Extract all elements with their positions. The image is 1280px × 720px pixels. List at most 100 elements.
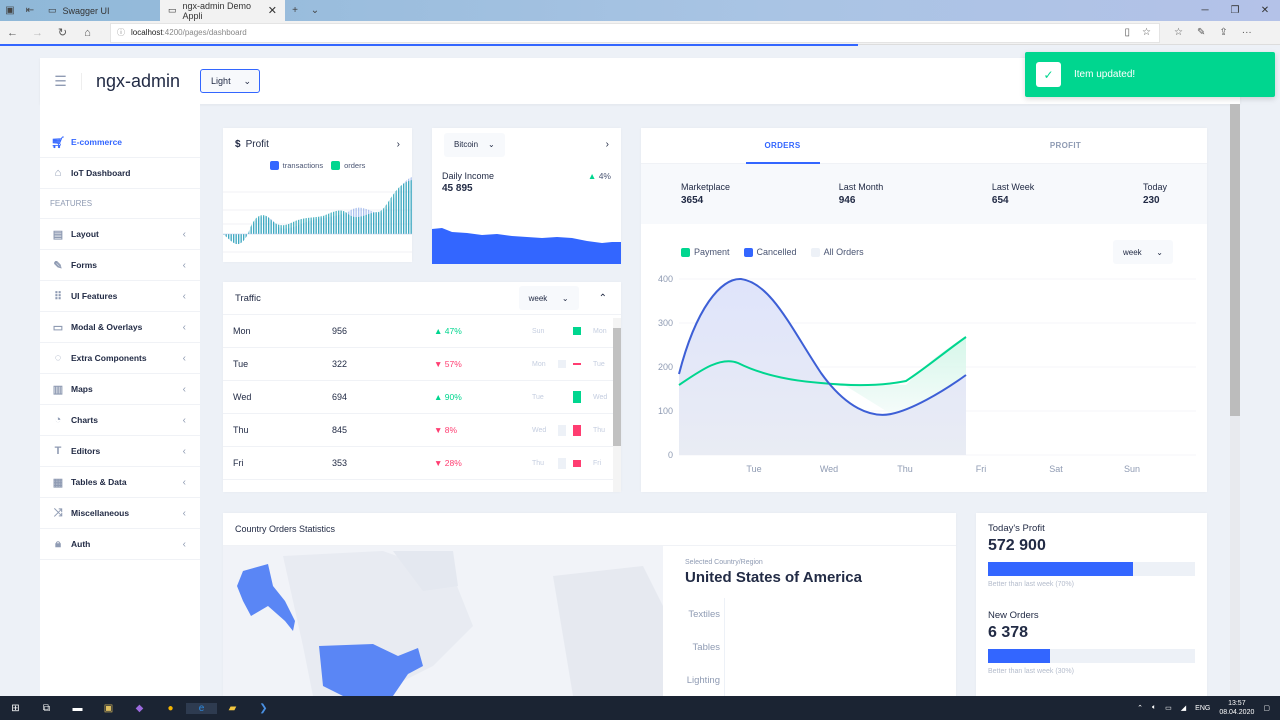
tab-ngx-admin[interactable]: ▭ ngx-admin Demo Appli ✕ <box>160 0 285 21</box>
tab-list-chevron-icon[interactable]: ⌄ <box>310 5 320 16</box>
sidebar-item-modal-overlays[interactable]: ▭ Modal & Overlays ‹ <box>40 312 200 343</box>
category-axis: Textiles Tables Lighting <box>663 598 725 697</box>
sidebar-group-features: FEATURES <box>40 189 200 219</box>
alaska-region <box>237 564 295 631</box>
traffic-period-select[interactable]: week ⌄ <box>518 286 579 310</box>
orders-legend: Payment Cancelled All Orders week ⌄ <box>641 224 1207 264</box>
edit-icon: ✎ <box>53 259 63 272</box>
sidebar-item-iot-dashboard[interactable]: ⌂ IoT Dashboard <box>40 158 200 189</box>
chevron-down-icon: ⌄ <box>488 140 495 149</box>
pen-icon[interactable]: ✎ <box>1196 27 1206 38</box>
show-hidden-icon[interactable]: ⌃ <box>1137 705 1143 712</box>
battery-icon[interactable]: ▭ <box>1165 705 1172 712</box>
sidebar-item-ui-features[interactable]: ⠿ UI Features ‹ <box>40 281 200 312</box>
chevron-down-icon: ⌄ <box>561 293 569 303</box>
restore-icon[interactable]: ❐ <box>1230 5 1240 16</box>
clock[interactable]: 13:57 08.04.2020 <box>1219 700 1255 716</box>
visual-studio-icon[interactable]: ◆ <box>135 702 144 714</box>
chevron-left-icon: ‹ <box>182 352 186 364</box>
legend-dot <box>681 247 690 257</box>
chevron-left-icon: ‹ <box>182 259 186 271</box>
sidebar-item-auth[interactable]: 🔒︎ Auth ‹ <box>40 529 200 560</box>
windows-start-icon[interactable]: ⊞ <box>11 702 20 714</box>
close-window-icon[interactable]: ✕ <box>1260 5 1270 16</box>
refresh-icon[interactable]: ↻ <box>57 27 68 39</box>
profit-card: $ Profit › transactions orders <box>223 128 412 262</box>
profit-bar-chart <box>223 177 412 253</box>
sidebar-item-charts[interactable]: ◔ Charts ‹ <box>40 405 200 436</box>
set-aside-tabs-icon[interactable]: ⇤ <box>25 5 35 16</box>
terminal-icon[interactable]: ▬ <box>72 702 83 714</box>
favorite-star-icon[interactable]: ☆ <box>1142 27 1151 38</box>
traffic-scrollbar[interactable] <box>613 318 621 492</box>
world-map[interactable] <box>223 546 663 703</box>
orders-period-select[interactable]: week ⌄ <box>1113 240 1173 264</box>
app-icon[interactable]: ▣ <box>103 702 114 714</box>
income-area-chart <box>432 228 621 264</box>
minimize-icon[interactable]: ─ <box>1201 5 1209 16</box>
reading-view-icon[interactable]: ▯ <box>1124 27 1131 38</box>
chevron-right-icon[interactable]: › <box>396 139 400 150</box>
edge-icon[interactable]: e <box>186 702 217 714</box>
sidebar-item-e-commerce[interactable]: 🛒︎ E-commerce <box>40 127 200 158</box>
powershell-icon[interactable]: ❯ <box>259 702 268 714</box>
theme-select[interactable]: Light ⌄ <box>200 69 261 93</box>
sidebar-item-miscellaneous[interactable]: ⤨ Miscellaneous ‹ <box>40 498 200 529</box>
chrome-icon[interactable]: ● <box>167 702 174 714</box>
chevron-left-icon: ‹ <box>182 290 186 302</box>
close-tab-icon[interactable]: ✕ <box>267 5 277 17</box>
tab-manager-icon[interactable]: ▣ <box>5 5 15 16</box>
task-view-icon[interactable]: ⧉ <box>42 702 51 714</box>
sidebar-item-forms[interactable]: ✎ Forms ‹ <box>40 250 200 281</box>
map-icon: ▥ <box>52 383 64 396</box>
svg-text:Sun: Sun <box>1124 464 1140 474</box>
chevron-right-icon[interactable]: › <box>605 139 609 150</box>
svg-text:200: 200 <box>658 362 673 372</box>
file-explorer-icon[interactable]: ▰ <box>228 702 237 714</box>
chevron-left-icon: ‹ <box>182 414 186 426</box>
pie-chart-icon: ◔ <box>54 414 62 426</box>
page-scrollbar[interactable] <box>1230 104 1240 696</box>
new-tab-icon[interactable]: + <box>292 5 298 16</box>
tab-swagger[interactable]: ▭ Swagger UI <box>48 5 110 16</box>
chevron-down-icon: ⌄ <box>1156 247 1163 257</box>
menu-toggle-icon[interactable]: ☰ <box>40 72 82 90</box>
svg-text:300: 300 <box>658 318 673 328</box>
stats-card: Today's Profit 572 900 Better than last … <box>976 513 1207 703</box>
svg-text:Tue: Tue <box>746 464 761 474</box>
wifi-icon[interactable]: ◢ <box>1180 705 1187 712</box>
tab-profit[interactable]: PROFIT <box>1049 141 1082 150</box>
sidebar-item-layout[interactable]: ▤ Layout ‹ <box>40 219 200 250</box>
dollar-icon: $ <box>235 139 241 150</box>
notifications-icon[interactable]: ▢ <box>1263 705 1270 712</box>
browser-tab-bar: ▣ ⇤ ▭ Swagger UI ▭ ngx-admin Demo Appli … <box>0 0 1280 21</box>
traffic-list: Mon 956 ▲ 47% Sun Mon Tue 322 ▼ 57% Mon Tu… <box>223 315 621 480</box>
more-icon[interactable]: ··· <box>1241 27 1252 38</box>
arrow-down-icon: ▼ <box>434 458 445 468</box>
arrow-up-icon: ▲ <box>434 326 445 336</box>
sidebar-item-tables-data[interactable]: ▦ Tables & Data ‹ <box>40 467 200 498</box>
chevron-up-icon[interactable]: ⌃ <box>598 292 607 304</box>
forward-icon[interactable]: → <box>32 26 43 39</box>
orders-summary: Marketplace 3654 Last Month 946 Last Week 6… <box>641 164 1207 224</box>
favorites-icon[interactable]: ☆ <box>1174 27 1183 38</box>
system-tray: ⌃ 🔈︎ ▭ ◢ ENG 13:57 08.04.2020 ▢ <box>1137 700 1270 716</box>
tab-orders[interactable]: ORDERS <box>641 128 924 164</box>
back-icon[interactable]: ← <box>7 26 18 39</box>
share-icon[interactable]: ⇪ <box>1219 27 1228 38</box>
chevron-down-icon: ⌄ <box>243 75 252 86</box>
sidebar-item-editors[interactable]: T Editors ‹ <box>40 436 200 467</box>
home-icon[interactable]: ⌂ <box>84 26 91 39</box>
traffic-card: Traffic week ⌄ ⌃ Mon 956 ▲ 47% Sun Mon Tu… <box>223 282 621 492</box>
sidebar-item-maps[interactable]: ▥ Maps ‹ <box>40 374 200 405</box>
lock-icon: 🔒︎ <box>55 537 61 550</box>
volume-icon[interactable]: 🔈︎ <box>1151 704 1157 711</box>
url-input[interactable]: ⓘ localhost:4200/pages/dashboard ▯ ☆ <box>110 22 1160 43</box>
toast-notification[interactable]: ✓ Item updated! <box>1025 52 1275 97</box>
traffic-row: Wed 694 ▲ 90% Tue Wed <box>223 381 621 414</box>
profit-card-header[interactable]: $ Profit › <box>235 139 400 150</box>
sidebar-item-extra-components[interactable]: ◌ Extra Components ‹ <box>40 343 200 374</box>
logo[interactable]: ngx-admin <box>96 70 181 91</box>
message-circle-icon: ◌ <box>54 352 62 364</box>
currency-select[interactable]: Bitcoin ⌄ <box>444 132 505 157</box>
